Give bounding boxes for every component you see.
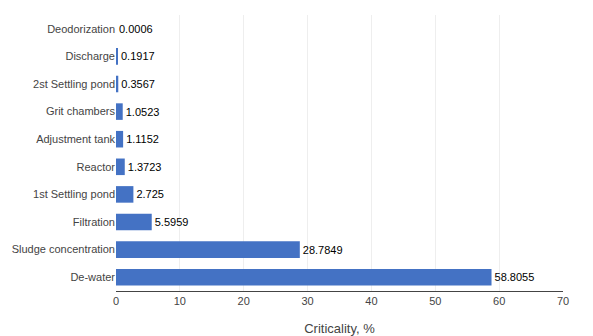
svg-text:28.7849: 28.7849: [303, 244, 343, 256]
svg-text:1st Settling pond: 1st Settling pond: [33, 188, 115, 200]
svg-text:2.725: 2.725: [136, 188, 164, 200]
svg-text:20: 20: [238, 295, 250, 307]
svg-text:1.3723: 1.3723: [128, 161, 162, 173]
svg-text:0.3567: 0.3567: [121, 78, 155, 90]
svg-text:0.1917: 0.1917: [121, 50, 155, 62]
svg-text:5.5959: 5.5959: [155, 216, 189, 228]
svg-text:0: 0: [113, 295, 119, 307]
svg-text:10: 10: [174, 295, 186, 307]
svg-text:1.0523: 1.0523: [126, 106, 160, 118]
svg-text:Reactor: Reactor: [76, 161, 115, 173]
svg-text:2st Settling pond: 2st Settling pond: [33, 78, 115, 90]
svg-text:Filtration: Filtration: [73, 216, 115, 228]
svg-text:50: 50: [429, 295, 441, 307]
svg-text:Discharge: Discharge: [65, 50, 115, 62]
svg-text:40: 40: [365, 295, 377, 307]
svg-text:Adjustment tank: Adjustment tank: [36, 133, 115, 145]
svg-text:Sludge concentration: Sludge concentration: [12, 243, 115, 255]
svg-text:De-water: De-water: [70, 271, 115, 283]
svg-text:70: 70: [557, 295, 569, 307]
svg-text:1.1152: 1.1152: [126, 133, 159, 145]
svg-text:58.8055: 58.8055: [495, 271, 535, 283]
svg-text:60: 60: [493, 295, 505, 307]
svg-text:Criticality, %: Criticality, %: [304, 321, 375, 336]
svg-text:30: 30: [301, 295, 313, 307]
svg-text:Grit chambers: Grit chambers: [46, 105, 116, 117]
svg-text:0.0006: 0.0006: [119, 23, 153, 35]
svg-text:Deodorization: Deodorization: [47, 23, 115, 35]
